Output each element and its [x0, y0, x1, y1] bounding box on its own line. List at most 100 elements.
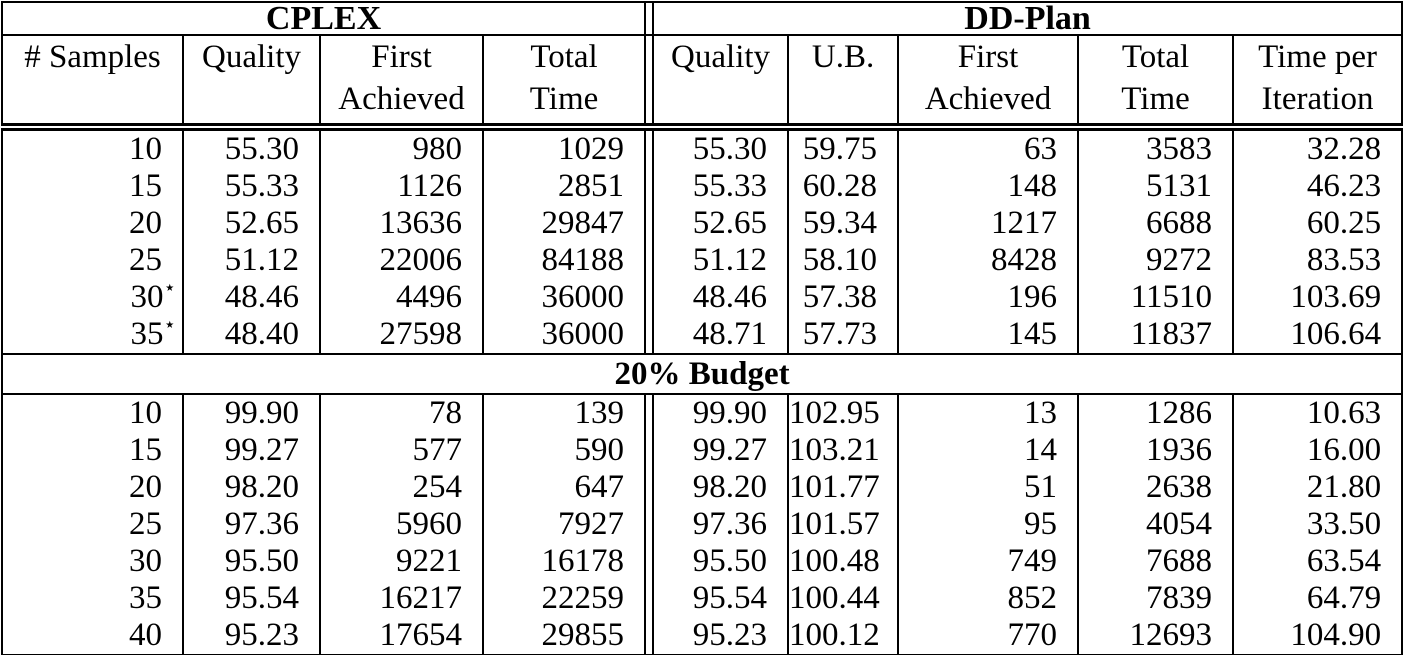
- ddplan-ub-cell: 100.48: [787, 543, 900, 580]
- ddplan-first-achieved-cell: 148: [897, 168, 1080, 205]
- table-row: 30 95.50 9221 16178 95.50 100.48 749 7688 63.54: [1, 543, 1404, 580]
- double-rule-spacer: [644, 35, 655, 131]
- double-rule-spacer: [644, 316, 655, 354]
- ddplan-total-time-cell: 1286: [1077, 394, 1235, 432]
- table-row: 35⋆ 48.40 27598 36000 48.71 57.73 145 11837 106.…: [1, 316, 1404, 354]
- ddplan-quality-cell: 95.54: [652, 580, 790, 617]
- header-line: Quality: [202, 39, 301, 75]
- double-rule-spacer: [644, 543, 655, 580]
- column-header-ddplan-time-per-iteration: Time per Iteration: [1232, 35, 1404, 131]
- ddplan-ub-cell: 59.75: [787, 127, 900, 168]
- cplex-first-achieved-cell: 22006: [319, 242, 484, 279]
- ddplan-first-achieved-cell: 95: [897, 506, 1080, 543]
- ddplan-ub-cell: 103.21: [787, 432, 900, 469]
- double-rule-spacer: [644, 2, 655, 36]
- double-rule-spacer: [644, 127, 655, 168]
- cplex-total-time-cell: 590: [481, 432, 647, 469]
- samples-cell: 15: [1, 168, 184, 205]
- column-header-row: # Samples Quality First Achieved Total Tim…: [1, 35, 1404, 131]
- ddplan-total-time-cell: 4054: [1077, 506, 1235, 543]
- ddplan-total-time-cell: 6688: [1077, 205, 1235, 242]
- cplex-first-achieved-cell: 254: [319, 469, 484, 506]
- ddplan-quality-cell: 55.33: [652, 168, 790, 205]
- ddplan-total-time-cell: 3583: [1077, 127, 1235, 168]
- header-line: Time: [1121, 80, 1190, 117]
- ddplan-ub-cell: 101.77: [787, 469, 900, 506]
- cplex-quality-cell: 99.90: [182, 394, 321, 432]
- table-row: 30⋆ 48.46 4496 36000 48.46 57.38 196 11510 103.6…: [1, 279, 1404, 316]
- ddplan-time-per-iteration-cell: 104.90: [1232, 617, 1404, 655]
- header-line: Iteration: [1261, 80, 1374, 117]
- samples-cell: 10: [1, 127, 184, 168]
- header-line: Total: [530, 39, 598, 75]
- ddplan-quality-cell: 48.71: [652, 316, 790, 354]
- ddplan-ub-cell: 59.34: [787, 205, 900, 242]
- header-line: First: [371, 39, 432, 75]
- ddplan-quality-cell: 48.46: [652, 279, 790, 316]
- header-line: Achieved: [924, 80, 1052, 117]
- ddplan-ub-cell: 100.12: [787, 617, 900, 655]
- column-header-ddplan-ub: U.B.: [787, 35, 900, 131]
- ddplan-time-per-iteration-cell: 63.54: [1232, 543, 1404, 580]
- cplex-total-time-cell: 647: [481, 469, 647, 506]
- table-row: 25 51.12 22006 84188 51.12 58.10 8428 9272 83.53: [1, 242, 1404, 279]
- ddplan-ub-cell: 57.73: [787, 316, 900, 354]
- section-title: 20% Budget: [0, 353, 1404, 395]
- cplex-total-time-cell: 2851: [481, 168, 647, 205]
- header-line: Total: [1121, 39, 1190, 75]
- header-line: # Samples: [24, 39, 161, 75]
- ddplan-ub-cell: 58.10: [787, 242, 900, 279]
- double-rule-spacer: [644, 617, 655, 655]
- double-rule-spacer: [644, 279, 655, 316]
- ddplan-quality-cell: 52.65: [652, 205, 790, 242]
- ddplan-quality-cell: 98.20: [652, 469, 790, 506]
- ddplan-quality-cell: 95.50: [652, 543, 790, 580]
- ddplan-ub-cell: 100.44: [787, 580, 900, 617]
- cplex-first-achieved-cell: 16217: [319, 580, 484, 617]
- cplex-quality-cell: 51.12: [182, 242, 321, 279]
- cplex-first-achieved-cell: 13636: [319, 205, 484, 242]
- cplex-first-achieved-cell: 980: [319, 127, 484, 168]
- section-divider-row: 20% Budget: [0, 353, 1404, 395]
- ddplan-time-per-iteration-cell: 64.79: [1232, 580, 1404, 617]
- cplex-total-time-cell: 36000: [481, 316, 647, 354]
- ddplan-quality-cell: 51.12: [652, 242, 790, 279]
- ddplan-first-achieved-cell: 8428: [897, 242, 1080, 279]
- ddplan-ub-cell: 57.38: [787, 279, 900, 316]
- ddplan-total-time-cell: 11837: [1077, 316, 1235, 354]
- ddplan-total-time-cell: 2638: [1077, 469, 1235, 506]
- ddplan-time-per-iteration-cell: 33.50: [1232, 506, 1404, 543]
- group-header-ddplan: DD-Plan: [652, 2, 1404, 36]
- cplex-quality-cell: 52.65: [182, 205, 321, 242]
- double-rule-spacer: [644, 469, 655, 506]
- samples-cell: 35⋆: [1, 316, 184, 354]
- ddplan-time-per-iteration-cell: 103.69: [1232, 279, 1404, 316]
- group-header-cplex: CPLEX: [0, 2, 647, 36]
- cplex-quality-cell: 97.36: [182, 506, 321, 543]
- header-line: Achieved: [338, 80, 465, 117]
- ddplan-total-time-cell: 1936: [1077, 432, 1235, 469]
- cplex-total-time-cell: 36000: [481, 279, 647, 316]
- cplex-total-time-cell: 7927: [481, 506, 647, 543]
- star-marker: ⋆: [163, 279, 176, 299]
- ddplan-time-per-iteration-cell: 32.28: [1232, 127, 1404, 168]
- ddplan-ub-cell: 102.95: [787, 394, 900, 432]
- ddplan-total-time-cell: 7839: [1077, 580, 1235, 617]
- cplex-total-time-cell: 1029: [481, 127, 647, 168]
- table-row: 10 99.90 78 139 99.90 102.95 13 1286 10.63: [1, 394, 1404, 432]
- samples-cell: 35: [1, 580, 184, 617]
- samples-cell: 30: [1, 543, 184, 580]
- samples-cell: 20: [1, 469, 184, 506]
- double-rule-spacer: [644, 432, 655, 469]
- cplex-total-time-cell: 29847: [481, 205, 647, 242]
- ddplan-quality-cell: 99.27: [652, 432, 790, 469]
- cplex-first-achieved-cell: 1126: [319, 168, 484, 205]
- cplex-quality-cell: 48.46: [182, 279, 321, 316]
- ddplan-quality-cell: 55.30: [652, 127, 790, 168]
- ddplan-first-achieved-cell: 770: [897, 617, 1080, 655]
- cplex-quality-cell: 98.20: [182, 469, 321, 506]
- table-row: 35 95.54 16217 22259 95.54 100.44 852 7839 64.79: [1, 580, 1404, 617]
- ddplan-first-achieved-cell: 14: [897, 432, 1080, 469]
